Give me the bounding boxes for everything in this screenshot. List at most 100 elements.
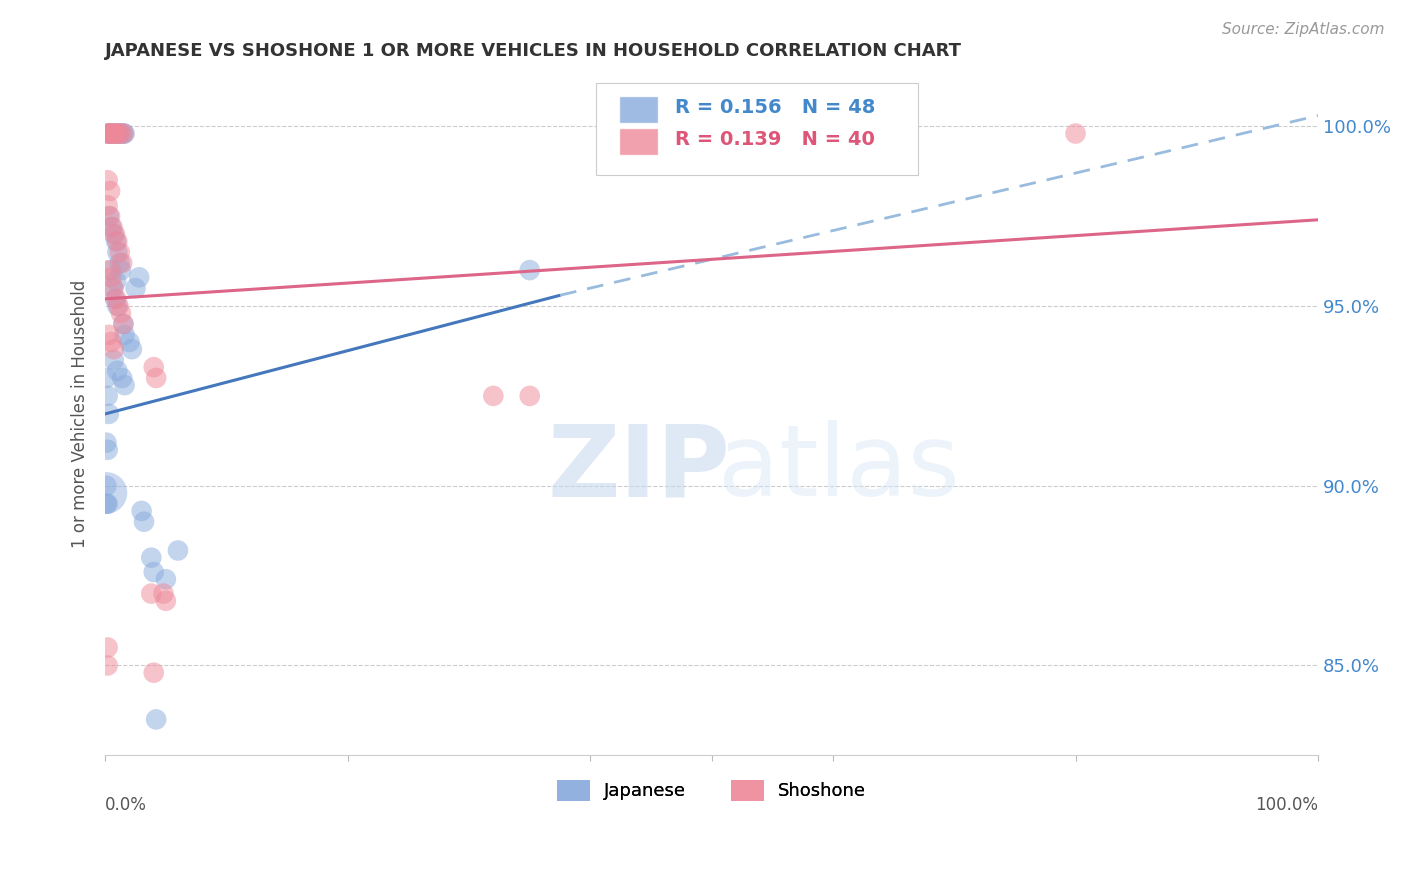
Point [145,713,167,727]
Point [97,173,120,187]
Text: R = 0.156   N = 48: R = 0.156 N = 48 [675,98,876,118]
Text: R = 0.139   N = 40: R = 0.139 N = 40 [675,130,875,149]
Point [142,360,165,375]
Point [108,256,131,270]
Point [100,219,122,234]
Point [103,281,125,295]
Point [118,334,141,349]
Point [145,371,167,385]
Point [110,127,132,141]
Point [98,127,121,141]
Text: ZIP: ZIP [548,420,731,517]
Point [112,317,135,331]
Point [97,198,120,212]
Point [101,281,124,295]
Point [110,263,132,277]
Point [155,594,177,608]
Point [105,127,128,141]
Point [97,497,120,511]
Point [97,327,120,342]
Point [105,299,128,313]
Point [107,299,129,313]
Point [105,364,128,378]
Point [103,227,125,242]
Point [121,342,143,356]
Point [97,127,120,141]
Point [519,389,541,403]
Point [96,497,118,511]
Point [107,127,129,141]
Y-axis label: 1 or more Vehicles in Household: 1 or more Vehicles in Household [72,280,89,548]
Point [98,184,121,198]
Point [141,586,163,600]
Legend: Japanese, Shoshone: Japanese, Shoshone [550,772,873,808]
Point [97,640,120,655]
Point [141,550,163,565]
Point [142,565,165,579]
Point [96,371,118,385]
Point [155,572,177,586]
Point [100,334,122,349]
Point [112,127,135,141]
Point [114,378,136,392]
Point [105,274,128,288]
Point [105,292,128,306]
Point [111,256,134,270]
Point [482,389,505,403]
Point [519,263,541,277]
Point [112,317,135,331]
Point [105,235,128,249]
Point [97,658,120,673]
Point [98,127,121,141]
Text: 0.0%: 0.0% [105,797,148,814]
Point [97,263,120,277]
Point [105,245,128,260]
Point [98,209,121,223]
Point [142,665,165,680]
Point [100,127,122,141]
Point [96,486,118,500]
Point [112,127,135,141]
Point [111,371,134,385]
Point [97,209,120,223]
Point [167,543,190,558]
Point [128,270,150,285]
Point [110,127,132,141]
Point [124,281,146,295]
Text: 100.0%: 100.0% [1256,797,1319,814]
Text: atlas: atlas [717,420,959,517]
Point [97,442,120,457]
FancyBboxPatch shape [596,83,918,175]
Point [152,586,174,600]
Point [96,479,118,493]
Text: Source: ZipAtlas.com: Source: ZipAtlas.com [1222,22,1385,37]
Point [97,127,120,141]
Point [105,235,128,249]
Text: JAPANESE VS SHOSHONE 1 OR MORE VEHICLES IN HOUSEHOLD CORRELATION CHART: JAPANESE VS SHOSHONE 1 OR MORE VEHICLES … [105,42,962,60]
Point [105,127,128,141]
FancyBboxPatch shape [620,95,658,123]
Point [132,515,155,529]
Point [103,127,125,141]
Point [108,245,131,260]
Point [100,270,122,285]
Point [110,306,132,320]
Point [114,327,136,342]
Point [100,127,122,141]
Point [103,342,125,356]
Point [1064,127,1087,141]
Point [96,435,118,450]
Point [97,127,120,141]
Point [100,263,122,277]
FancyBboxPatch shape [620,128,658,155]
Point [105,127,128,141]
Point [104,227,127,242]
Point [97,407,120,421]
Point [104,127,127,141]
Point [103,127,125,141]
Point [114,127,136,141]
Point [97,389,120,403]
Point [103,353,125,368]
Point [105,127,128,141]
Point [104,292,127,306]
